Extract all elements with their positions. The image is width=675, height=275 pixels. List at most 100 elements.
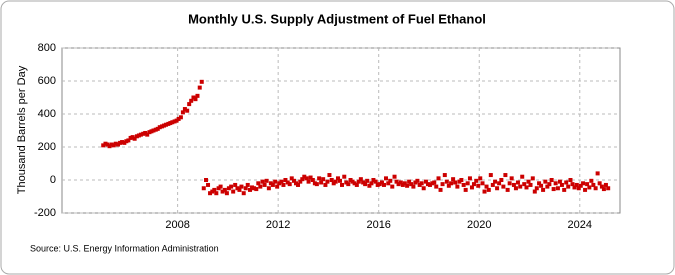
point [258,184,263,189]
point [356,179,361,184]
point [375,182,380,187]
point [526,179,531,184]
point [109,142,114,147]
point [296,182,301,187]
point [111,143,116,148]
point [130,135,135,140]
point [576,186,581,191]
point [162,123,167,128]
point [107,144,112,149]
point [581,181,586,186]
point [145,132,150,137]
point [499,178,504,182]
point [411,184,416,189]
point [415,178,420,183]
point [321,177,326,182]
x-tick-label: 2024 [568,219,592,231]
point [522,182,527,187]
point [593,186,598,191]
point [298,179,303,184]
point [354,182,359,187]
point [417,182,422,187]
point [182,107,187,112]
point [587,185,592,190]
point [277,181,282,186]
x-tick-label: 2020 [467,219,491,231]
point [153,127,158,132]
point [509,176,514,181]
point [327,173,332,178]
point [455,184,460,189]
point [537,181,542,186]
point [210,189,215,194]
point [291,178,296,183]
point [218,184,223,189]
point [245,182,250,187]
point [103,141,108,146]
x-tick-label: 2016 [366,219,390,231]
y-axis-label: Thousand Barrels per Day [16,65,28,194]
point [528,182,533,187]
point [191,95,196,100]
source: Source: U.S. Energy Information Administ… [30,243,219,253]
point [583,187,588,192]
point [168,121,173,126]
point [442,173,447,178]
point [603,182,608,187]
point [266,186,271,191]
point [589,178,594,183]
point [427,182,432,187]
point [559,182,564,187]
point [229,184,234,189]
point [323,182,328,187]
point [314,182,319,187]
point [289,176,294,181]
point [539,183,544,188]
point [478,176,483,181]
point [534,186,539,191]
point [275,184,280,189]
point [434,184,439,189]
point [252,186,257,191]
point [381,182,386,187]
point [170,120,175,125]
point [547,182,552,187]
point [555,186,560,191]
point [141,131,146,136]
point [371,178,376,182]
point [606,186,611,191]
y-tick-label: 200 [38,141,56,153]
point [432,180,437,185]
point [488,173,493,178]
point [187,102,192,107]
point [350,179,355,184]
point [601,187,606,192]
point [310,178,315,182]
point [530,176,535,181]
point [101,143,106,148]
point [578,183,583,188]
point [398,180,403,185]
point [436,176,441,181]
point [273,179,278,184]
point [304,176,309,181]
point [317,176,322,181]
point [449,181,454,186]
point [465,181,470,186]
point [373,179,378,184]
point [394,179,399,184]
point [507,181,512,186]
point [419,181,424,186]
point [486,187,491,192]
point [197,85,202,90]
point [532,189,537,194]
point [279,179,284,184]
point [132,136,137,141]
point [248,187,253,192]
point [451,177,456,182]
point [340,182,345,187]
point [453,180,458,185]
point [260,179,265,184]
point [294,181,299,186]
point [239,184,244,189]
